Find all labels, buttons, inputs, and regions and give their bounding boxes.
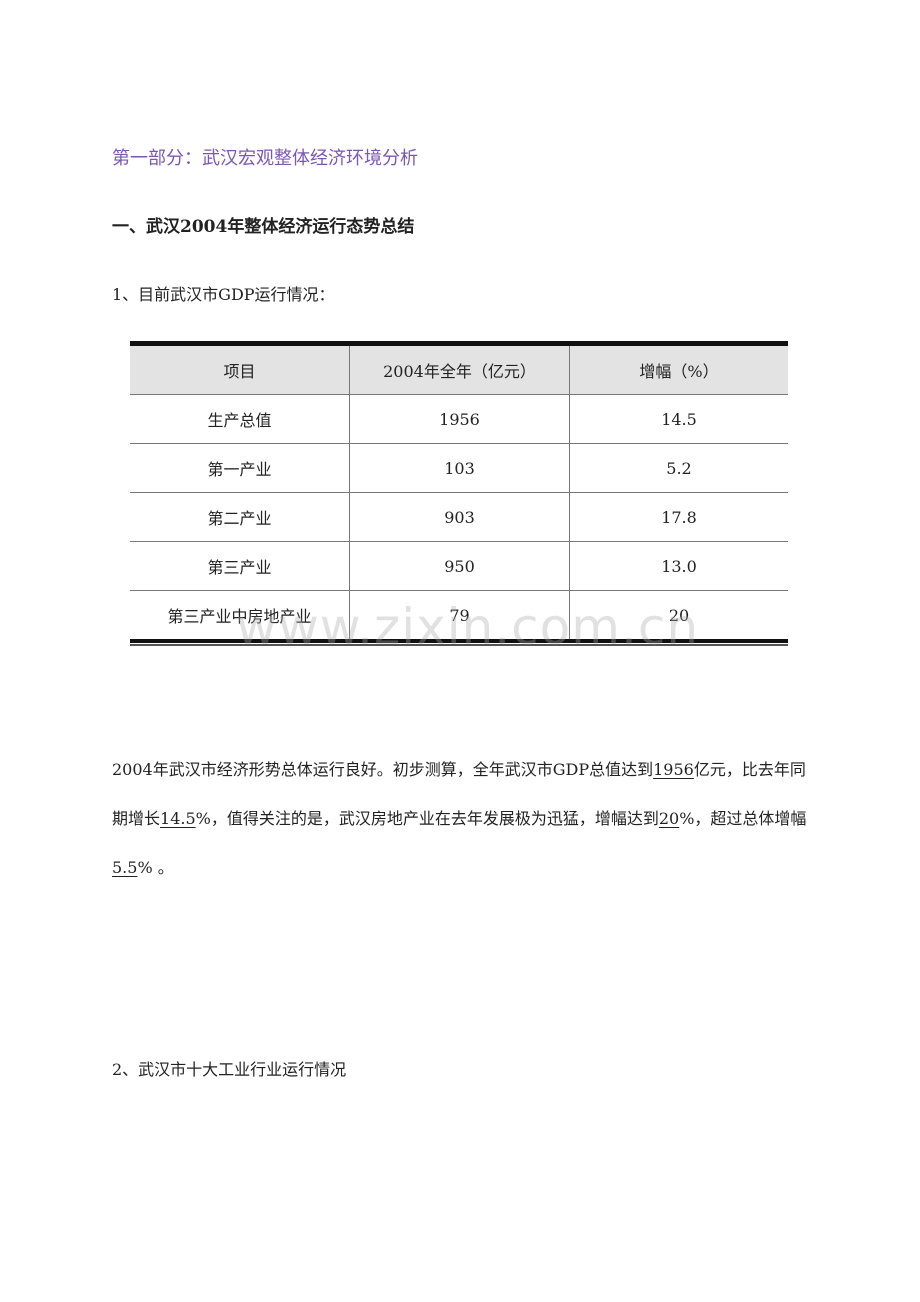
underlined-value: 20 xyxy=(658,809,680,828)
paragraph-text: %，值得关注的是，武汉房地产业在去年发展极为迅猛，增幅达到 xyxy=(195,809,659,828)
underlined-value: 5.5 xyxy=(112,858,138,877)
table-cell: 第三产业中房地产业 xyxy=(130,590,350,639)
section-title: 第一部分：武汉宏观整体经济环境分析 xyxy=(112,148,418,169)
underlined-value: 1956 xyxy=(653,760,694,779)
table-header-row: 项目 2004年全年（亿元） 增幅（%） xyxy=(130,343,788,395)
table-cell: 13.0 xyxy=(569,541,788,591)
table-cell: 903 xyxy=(349,492,570,542)
table-cell: 第二产业 xyxy=(130,492,350,542)
table-row: 第三产业中房地产业 79 20 xyxy=(130,590,788,639)
table-cell: 14.5 xyxy=(569,394,788,444)
table-cell: 生产总值 xyxy=(130,394,350,444)
table-cell: 20 xyxy=(668,605,690,625)
table-cell: 79 xyxy=(349,590,570,639)
table-cell: 第一产业 xyxy=(130,443,350,493)
subheading-industry: 2、武汉市十大工业行业运行情况 xyxy=(112,1060,347,1079)
heading-1: 一、武汉2004年整体经济运行态势总结 xyxy=(112,217,415,237)
subheading-gdp: 1、目前武汉市GDP运行情况： xyxy=(112,285,335,304)
underlined-value: 14.5 xyxy=(160,809,196,828)
table-row: 第二产业 903 17.8 xyxy=(130,492,788,542)
summary-paragraph: 2004年武汉市经济形势总体运行良好。初步测算，全年武汉市GDP总值达到1956… xyxy=(112,745,812,892)
table-row: 第一产业 103 5.2 xyxy=(130,443,788,493)
paragraph-text: 2004年武汉市经济形势总体运行良好。初步测算，全年武汉市GDP总值达到 xyxy=(112,760,654,779)
header-cell: 增幅（%） xyxy=(569,343,788,395)
table-cell: 第三产业 xyxy=(130,541,350,591)
table-bottom-border xyxy=(130,639,788,644)
gdp-table: 项目 2004年全年（亿元） 增幅（%） 生产总值 1956 14.5 第一产业… xyxy=(130,341,788,639)
watermark: www.zixin.com.cn xyxy=(236,598,700,656)
paragraph-text: 亿元，比去年同期增长 xyxy=(112,760,806,828)
table-row: 第三产业 950 13.0 xyxy=(130,541,788,591)
paragraph-text: % 。 xyxy=(137,858,174,877)
header-cell: 项目 xyxy=(130,343,350,395)
table-cell: 103 xyxy=(349,443,570,493)
header-cell: 2004年全年（亿元） xyxy=(349,343,570,395)
table-cell: 5.2 xyxy=(569,443,788,493)
table-cell: 1956 xyxy=(349,394,570,444)
table-row: 生产总值 1956 14.5 xyxy=(130,394,788,444)
table-cell: 950 xyxy=(349,541,570,591)
table-cell: 17.8 xyxy=(569,492,788,542)
paragraph-text: %，超过总体增幅 xyxy=(679,809,807,828)
